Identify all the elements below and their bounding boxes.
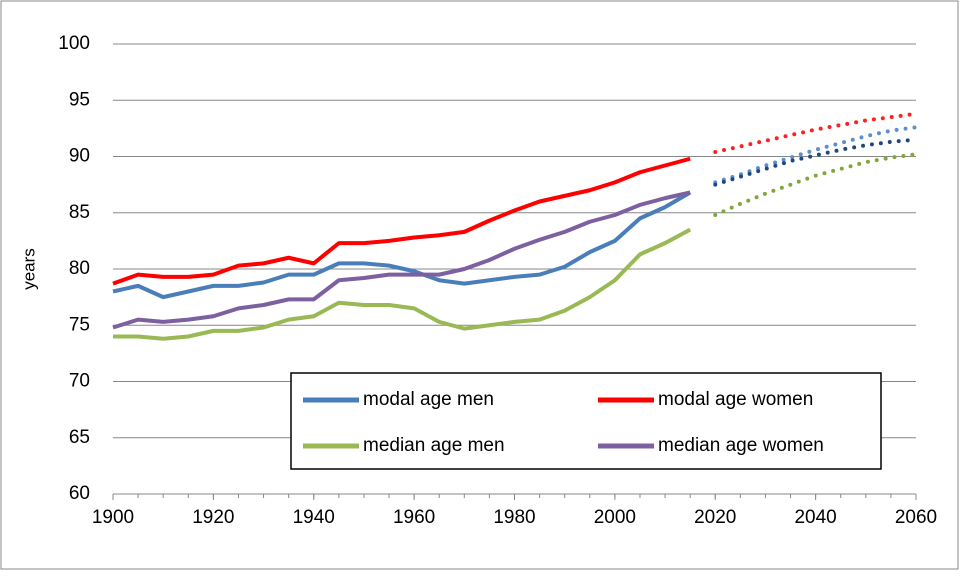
y-tick-label: 90	[69, 146, 90, 167]
series-line	[113, 227, 692, 341]
series-line	[112, 190, 691, 330]
projection-line	[713, 137, 918, 187]
y-tick-label: 85	[69, 202, 90, 223]
y-tick-label: 60	[69, 483, 90, 504]
x-tick-label: 2020	[694, 507, 736, 528]
legend-box	[290, 372, 882, 470]
x-tick-label: 1960	[393, 507, 435, 528]
x-tick-label: 2000	[594, 507, 636, 528]
legend-label: median age men	[363, 435, 505, 456]
legend-label: modal age men	[363, 389, 494, 410]
x-tick-label: 1920	[192, 507, 234, 528]
x-tick-label: 1900	[92, 507, 134, 528]
x-tick-label: 2060	[895, 507, 937, 528]
y-tick-label: 65	[69, 427, 90, 448]
y-tick-label: 100	[58, 33, 90, 54]
y-axis-label: years	[19, 248, 38, 290]
projection-line	[713, 111, 918, 154]
y-tick-label: 75	[69, 314, 90, 335]
x-tick-label: 2040	[794, 507, 836, 528]
y-tick-label: 80	[69, 258, 90, 279]
legend-label: modal age women	[658, 389, 813, 410]
y-tick-label: 70	[69, 371, 90, 392]
x-tick-label: 1980	[493, 507, 535, 528]
projection-line	[713, 152, 918, 217]
series-line	[112, 190, 692, 300]
y-tick-label: 95	[69, 89, 90, 110]
series-line	[112, 156, 691, 286]
x-tick-label: 1940	[293, 507, 335, 528]
projection-line	[713, 125, 918, 185]
legend-label: median age women	[658, 435, 824, 456]
